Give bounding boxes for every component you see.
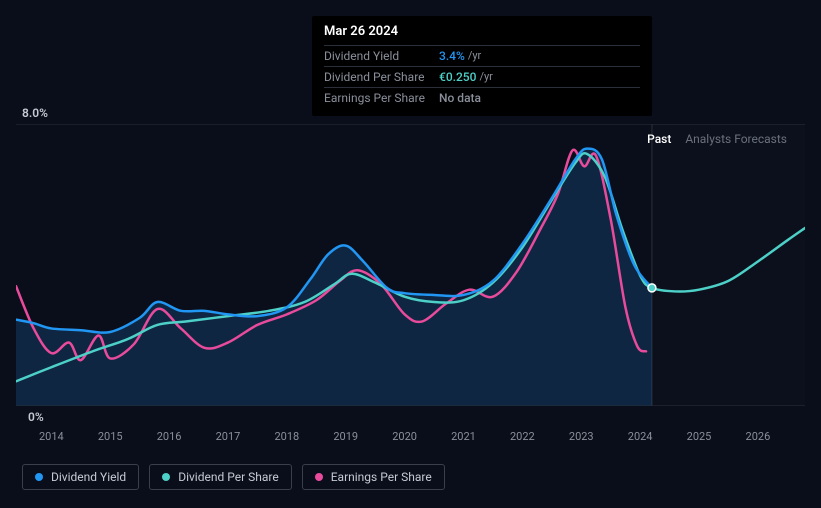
tooltip-value: 3.4% [439,49,465,63]
marker-dot [648,284,656,292]
legend-item[interactable]: Dividend Per Share [149,464,292,490]
x-tick: 2022 [510,430,535,443]
tooltip-label: Dividend Per Share [324,70,439,84]
chart-tooltip: Mar 26 2024 Dividend Yield3.4%/yrDividen… [312,16,652,116]
x-tick: 2021 [451,430,476,443]
tooltip-value: No data [439,91,481,105]
x-axis: 2014 2015 2016 2017 2018 2019 2020 2021 2022 2023… [16,430,805,450]
x-tick: 2020 [392,430,417,443]
y-axis-min: 0% [28,410,44,424]
legend: Dividend Yield Dividend Per Share Earnings… [22,464,445,490]
tooltip-unit: /yr [479,70,492,84]
tooltip-unit: /yr [468,49,481,63]
legend-item[interactable]: Dividend Yield [22,464,139,490]
tooltip-value: €0.250 [439,70,476,84]
tooltip-row: Dividend Yield3.4%/yr [324,45,640,66]
region-labels: Past Analysts Forecasts [647,132,787,146]
past-label: Past [647,132,671,146]
x-tick: 2025 [687,430,712,443]
x-tick: 2016 [157,430,182,443]
legend-label: Earnings Per Share [331,470,432,484]
forecast-label: Analysts Forecasts [685,132,787,146]
tooltip-label: Dividend Yield [324,49,439,63]
x-tick: 2026 [746,430,771,443]
legend-dot [35,473,43,481]
plot-surface[interactable] [16,124,805,406]
x-tick: 2014 [39,430,64,443]
x-tick: 2018 [274,430,299,443]
y-axis-max: 8.0% [22,106,48,120]
legend-label: Dividend Per Share [178,470,279,484]
chart-area: 8.0% 0% PastAnalysts Forecasts [16,110,805,420]
tooltip-label: Earnings Per Share [324,91,439,105]
x-tick: 2023 [569,430,594,443]
legend-label: Dividend Yield [51,470,126,484]
x-tick: 2019 [333,430,358,443]
tooltip-row: Earnings Per ShareNo data [324,87,640,108]
legend-dot [315,473,323,481]
x-tick: 2017 [216,430,241,443]
tooltip-date: Mar 26 2024 [324,24,640,45]
tooltip-row: Dividend Per Share€0.250/yr [324,66,640,87]
legend-dot [162,473,170,481]
x-tick: 2024 [628,430,653,443]
x-tick: 2015 [98,430,123,443]
legend-item[interactable]: Earnings Per Share [302,464,445,490]
